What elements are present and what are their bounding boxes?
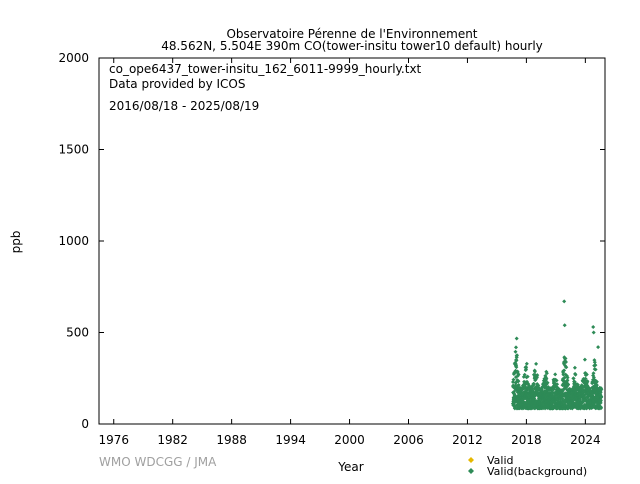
legend-label-background: Valid(background) <box>487 465 587 478</box>
annotation-provider: Data provided by ICOS <box>109 77 245 91</box>
data-point <box>516 372 521 377</box>
data-point-outlier <box>596 345 601 350</box>
data-point <box>593 363 598 368</box>
chart-title: Observatoire Pérenne de l'Environnement <box>226 27 477 41</box>
x-tick-label: 2012 <box>452 433 483 447</box>
y-tick-label: 1000 <box>58 234 89 248</box>
chart-subtitle: 48.562N, 5.504E 390m CO(tower-insitu tow… <box>161 39 543 53</box>
data-point <box>514 358 519 363</box>
data-point <box>553 372 558 377</box>
data-point <box>531 382 536 387</box>
data-point <box>554 378 559 383</box>
data-point <box>571 376 576 381</box>
data-point <box>511 377 516 382</box>
y-tick-label: 0 <box>81 417 89 431</box>
y-axis-label: ppb <box>9 231 23 254</box>
data-point <box>564 365 569 370</box>
x-tick-label: 2000 <box>334 433 365 447</box>
data-point <box>514 365 519 370</box>
data-point-outlier <box>562 299 567 304</box>
data-point <box>563 356 568 361</box>
data-point <box>598 390 603 395</box>
y-tick-label: 1500 <box>58 143 89 157</box>
x-tick-label: 2024 <box>570 433 601 447</box>
data-point <box>598 400 603 405</box>
x-tick-label: 1976 <box>98 433 129 447</box>
footer-credit: WMO WDCGG / JMA <box>99 455 217 469</box>
data-point-outlier <box>562 323 567 328</box>
data-point <box>561 372 566 377</box>
series-valid-background <box>510 299 604 411</box>
legend: Valid Valid(background) <box>468 454 587 478</box>
data-point <box>572 365 577 370</box>
data-point <box>576 382 580 387</box>
data-point <box>525 374 530 379</box>
data-point <box>564 360 568 364</box>
data-point <box>544 376 549 381</box>
data-point <box>534 361 539 366</box>
x-tick-label: 1982 <box>157 433 188 447</box>
legend-marker-background <box>468 468 474 474</box>
data-point <box>514 336 519 341</box>
data-point <box>598 398 603 403</box>
legend-label-valid: Valid <box>487 454 514 467</box>
data-point <box>524 361 529 366</box>
y-tick-label: 2000 <box>58 51 89 65</box>
data-point <box>545 380 550 385</box>
data-point-outlier <box>591 330 596 335</box>
data-point <box>585 379 590 384</box>
data-point <box>599 394 604 399</box>
annotation-filename: co_ope6437_tower-insitu_162_6011-9999_ho… <box>109 62 422 76</box>
data-point <box>591 371 596 376</box>
data-point <box>514 345 518 350</box>
annotation-period: 2016/08/18 - 2025/08/19 <box>109 99 259 113</box>
data-point <box>594 383 599 387</box>
data-point <box>593 367 598 372</box>
data-point-outlier <box>591 325 596 329</box>
data-point <box>594 379 599 384</box>
data-point <box>599 387 604 392</box>
x-tick-label: 1994 <box>275 433 306 447</box>
data-point <box>522 372 527 377</box>
data-point <box>565 375 570 380</box>
y-tick-label: 500 <box>66 326 89 340</box>
data-point <box>592 360 597 365</box>
data-point <box>516 379 521 384</box>
data-point <box>584 372 589 377</box>
data-point <box>562 368 567 373</box>
data-point <box>583 376 588 381</box>
data-point <box>599 405 603 410</box>
x-tick-label: 2006 <box>393 433 424 447</box>
data-point <box>566 382 571 387</box>
data-point <box>513 349 518 354</box>
data-point <box>551 387 556 392</box>
plot-frame <box>98 57 606 425</box>
x-tick-label: 2018 <box>511 433 542 447</box>
legend-marker-valid <box>468 457 474 463</box>
data-point <box>524 365 529 370</box>
data-point <box>515 353 519 358</box>
data-point <box>512 389 517 394</box>
data-point <box>562 375 567 380</box>
data-point <box>544 371 549 376</box>
data-point <box>532 369 537 374</box>
data-point <box>582 357 587 362</box>
x-axis-label: Year <box>337 460 363 474</box>
data-point <box>573 372 578 377</box>
data-point <box>565 378 570 383</box>
x-tick-label: 1988 <box>216 433 247 447</box>
data-point <box>535 373 540 378</box>
data-point <box>555 382 560 387</box>
